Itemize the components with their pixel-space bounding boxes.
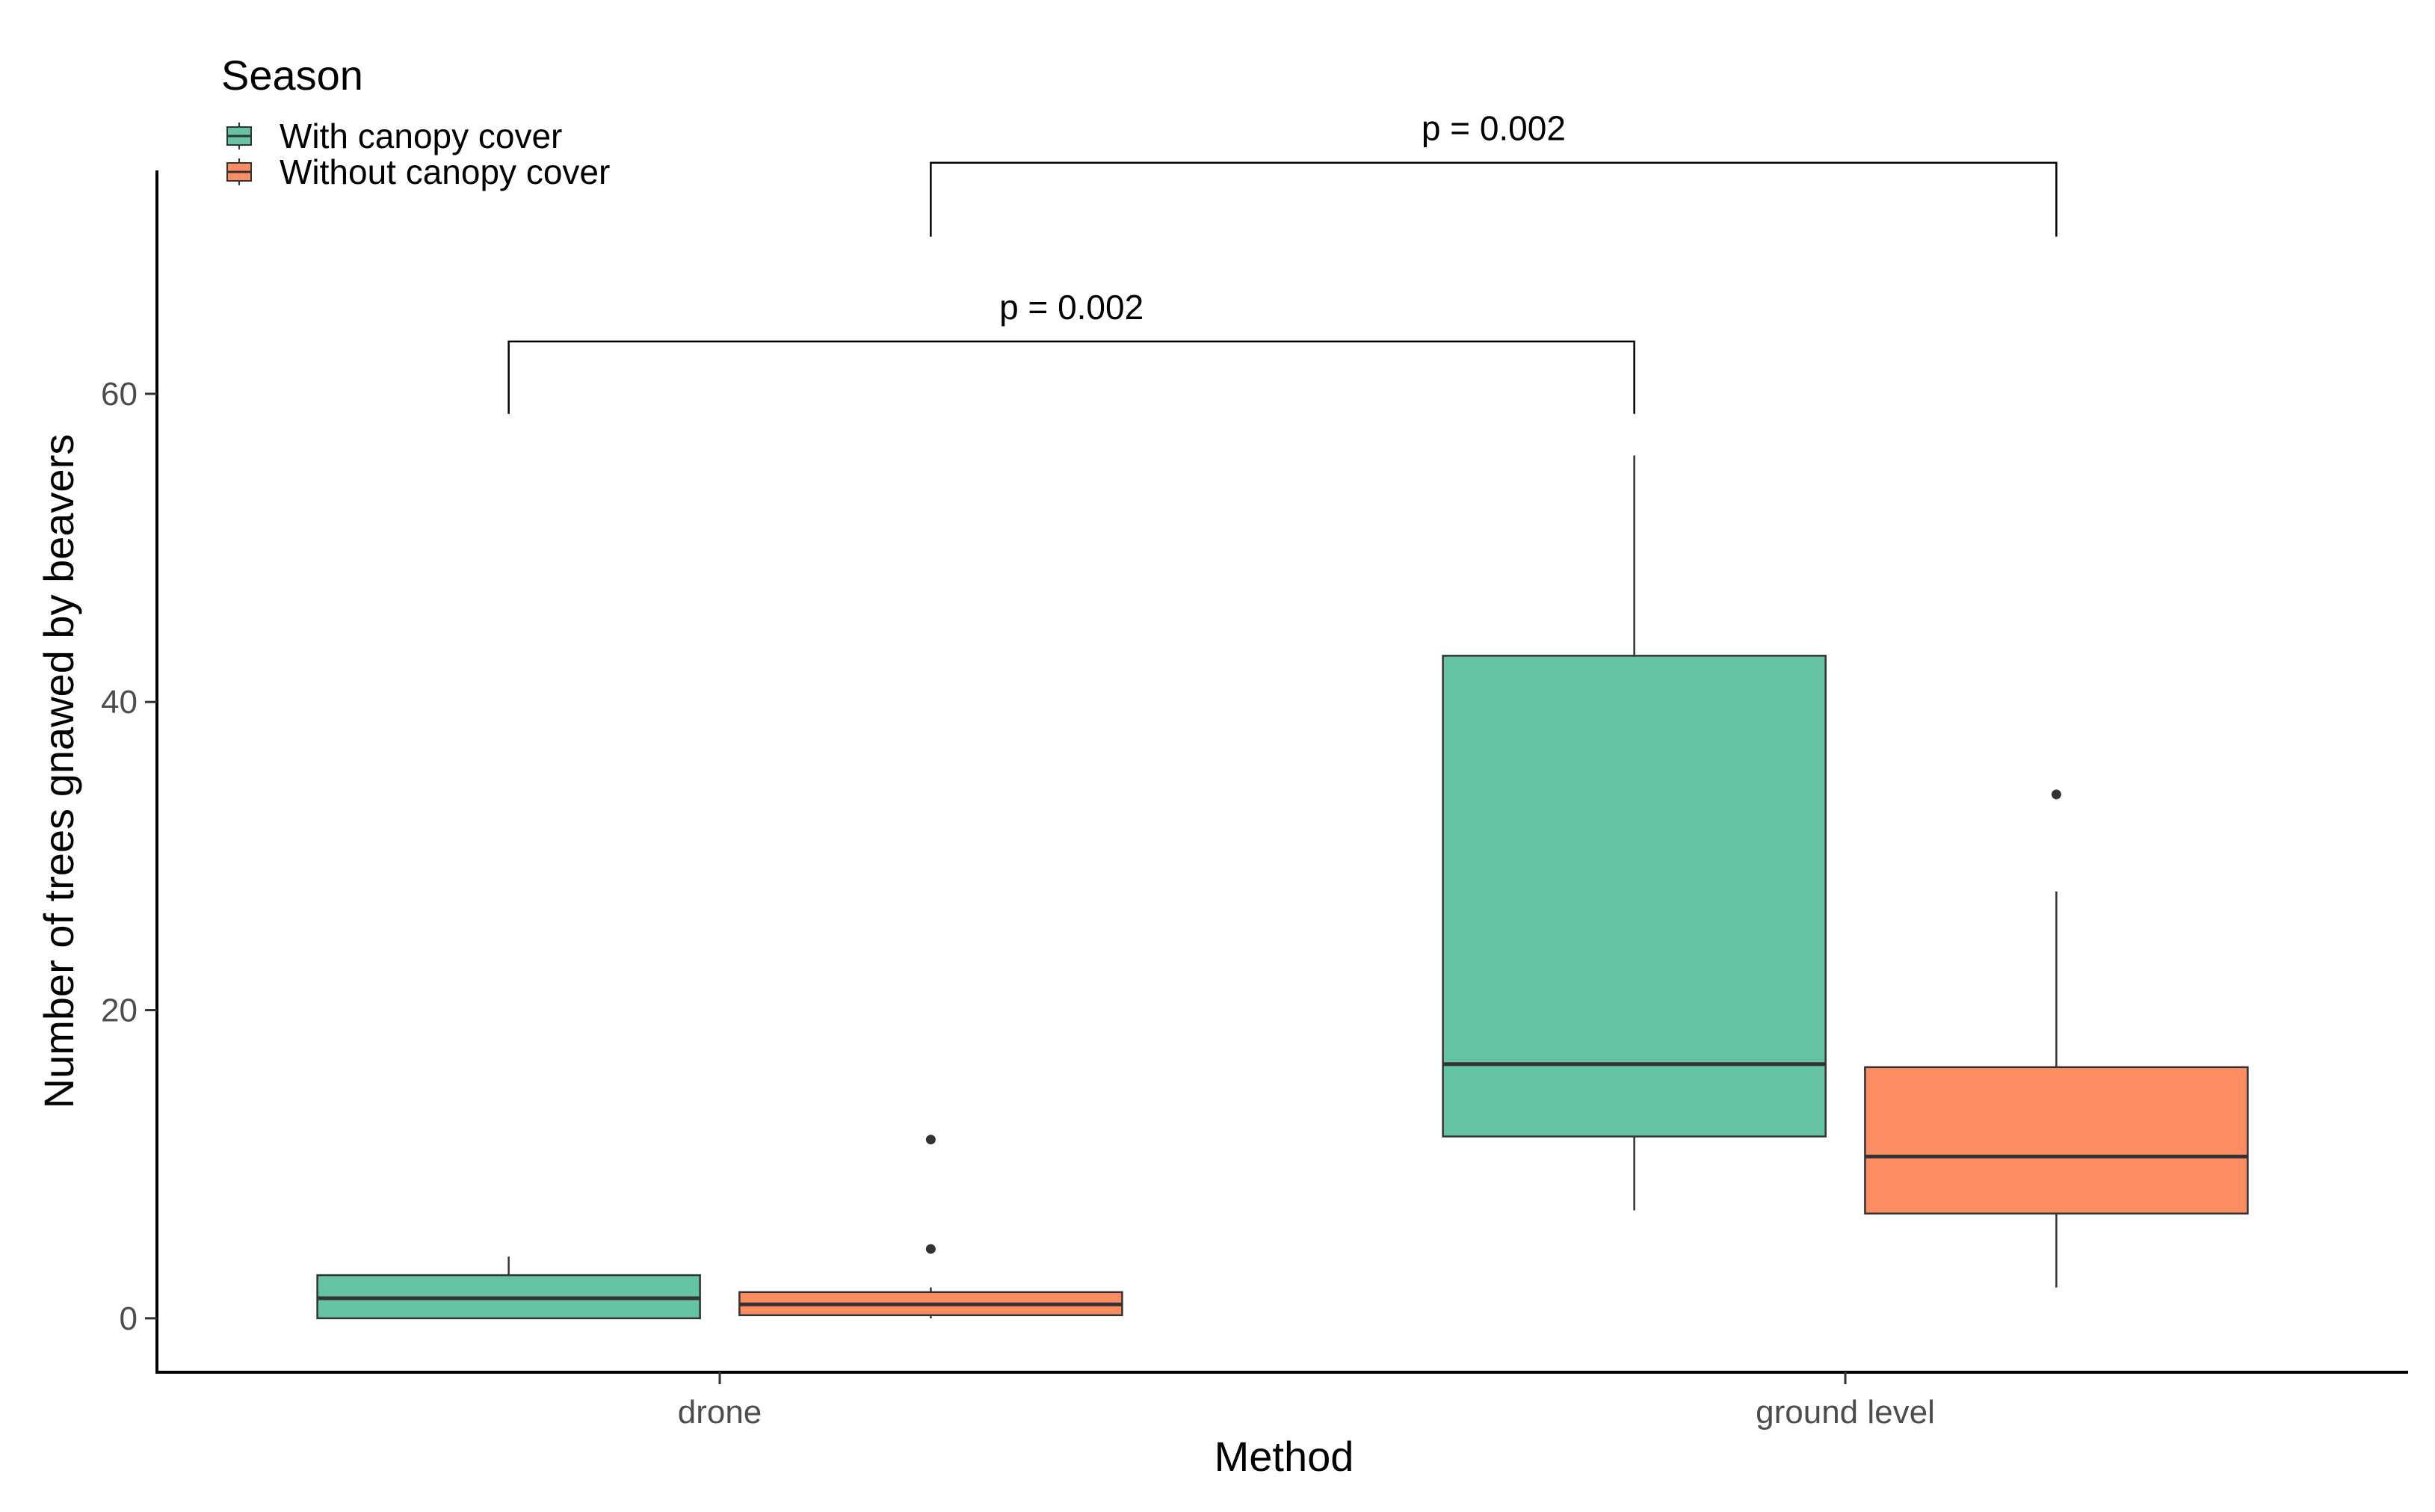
outlier-point — [925, 1244, 936, 1254]
legend-item-with-canopy: With canopy cover — [226, 117, 562, 155]
significance-bracket-1: p = 0.002 — [507, 288, 1635, 414]
legend-label-with-canopy: With canopy cover — [280, 117, 562, 155]
box-drone-with-canopy-cover — [316, 1256, 701, 1320]
y-tick-label: 40 — [101, 684, 138, 720]
p-value-label: p = 0.002 — [999, 288, 1144, 327]
bracket-line — [930, 161, 2058, 237]
x-tick-label: drone — [678, 1394, 762, 1431]
box-ground-level-without-canopy-cover — [1864, 789, 2249, 1288]
outlier-point — [925, 1135, 936, 1145]
significance-brackets: p = 0.002 p = 0.002 — [507, 109, 2058, 414]
x-ticks: drone ground level — [678, 1372, 1935, 1431]
y-tick-label: 60 — [101, 376, 138, 413]
legend: Season With canopy cover Without canopy … — [221, 52, 610, 191]
box-iqr — [1442, 655, 1827, 1138]
significance-bracket-2: p = 0.002 — [930, 109, 2058, 237]
p-value-label: p = 0.002 — [1422, 109, 1566, 148]
boxes — [316, 455, 2249, 1320]
legend-item-without-canopy: Without canopy cover — [226, 152, 610, 191]
legend-title: Season — [221, 52, 363, 99]
bracket-line — [507, 340, 1635, 414]
y-ticks: 0 20 40 60 — [101, 376, 157, 1337]
legend-label-without-canopy: Without canopy cover — [280, 152, 610, 191]
box-drone-without-canopy-cover — [738, 1135, 1123, 1318]
y-axis-title: Number of trees gnawed by beavers — [35, 434, 82, 1109]
y-tick-label: 20 — [101, 993, 138, 1029]
box-ground-level-with-canopy-cover — [1442, 455, 1827, 1211]
x-axis-title: Method — [1215, 1433, 1354, 1480]
outlier-point — [2051, 789, 2061, 800]
y-tick-label: 0 — [120, 1300, 138, 1337]
box-iqr — [1864, 1066, 2249, 1215]
x-tick-label: ground level — [1756, 1394, 1935, 1431]
